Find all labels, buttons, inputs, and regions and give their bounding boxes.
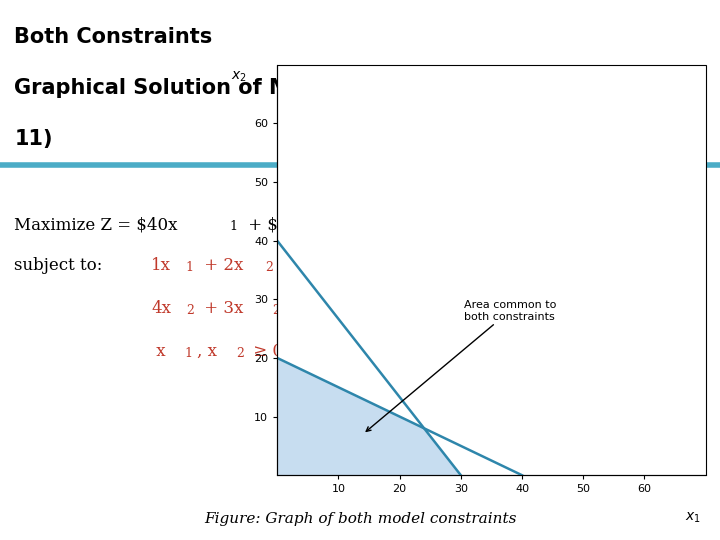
- Text: ≤ 40: ≤ 40: [277, 256, 323, 273]
- Text: , x: , x: [197, 343, 217, 360]
- Text: 1: 1: [186, 261, 194, 274]
- Text: Area common to
both constraints: Area common to both constraints: [366, 300, 556, 431]
- Text: ≤ 120: ≤ 120: [284, 300, 341, 316]
- Text: 2: 2: [265, 261, 273, 274]
- Polygon shape: [277, 358, 461, 475]
- Text: Figure: Graph of both model constraints: Figure: Graph of both model constraints: [204, 512, 516, 526]
- Text: 2: 2: [272, 304, 280, 317]
- Text: 11): 11): [14, 129, 53, 148]
- Text: 2: 2: [236, 347, 244, 360]
- Text: 1: 1: [184, 347, 192, 360]
- Text: + 3x: + 3x: [199, 300, 243, 316]
- Text: + 2x: + 2x: [199, 256, 243, 273]
- Text: 4x: 4x: [151, 300, 171, 316]
- Text: $x_2$: $x_2$: [231, 69, 246, 84]
- Text: 1: 1: [229, 220, 237, 233]
- Text: $x_1$: $x_1$: [685, 510, 701, 525]
- Text: + $50x: + $50x: [243, 216, 309, 233]
- Text: x: x: [151, 343, 166, 360]
- Text: subject to:: subject to:: [14, 256, 103, 273]
- Text: Both Constraints: Both Constraints: [14, 27, 212, 47]
- Text: 2: 2: [186, 304, 194, 317]
- Text: Maximize Z = $40x: Maximize Z = $40x: [14, 216, 178, 233]
- Text: Graphical Solution of Maximization Model (5 of: Graphical Solution of Maximization Model…: [14, 78, 567, 98]
- Text: 2: 2: [343, 220, 351, 233]
- Text: ≥ 0: ≥ 0: [248, 343, 284, 360]
- Text: 1x: 1x: [151, 256, 171, 273]
